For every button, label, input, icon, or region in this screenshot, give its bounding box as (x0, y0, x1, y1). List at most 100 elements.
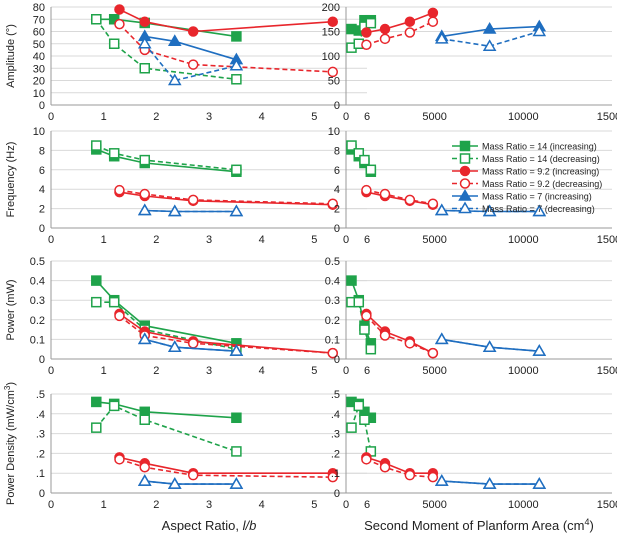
series-line (441, 209, 540, 213)
x-axis-label-left: Aspect Ratio, l/b (162, 518, 257, 533)
data-point-square (91, 422, 102, 433)
y-axis-label-suffix: ) (5, 382, 17, 386)
data-point-circle (459, 165, 471, 177)
series-line (350, 403, 372, 452)
y-axis-label-sup: 3 (3, 385, 12, 390)
y-tick-label: .1 (36, 468, 45, 480)
data-point-triangle (137, 203, 152, 216)
data-point-square (108, 148, 120, 159)
data-point-square (231, 31, 242, 42)
y-tick-label: 10 (328, 126, 340, 138)
data-point-triangle (137, 332, 152, 345)
series-line (366, 20, 434, 46)
y-tick-label: 0.2 (30, 315, 45, 327)
y-tick-label: 4 (39, 184, 45, 196)
data-point-triangle (458, 201, 472, 214)
series-line (119, 191, 333, 206)
series-line (366, 458, 433, 478)
data-point-triangle (482, 477, 497, 489)
x-tick-label: 10000 (508, 499, 539, 511)
series-line (144, 209, 237, 213)
data-point-square (108, 400, 120, 412)
series-line (118, 23, 333, 73)
data-point-square (139, 154, 150, 166)
y-tick-label: 100 (322, 51, 340, 63)
x-tick-label: 5000 (422, 234, 446, 246)
series-line (365, 315, 434, 354)
data-point-square (346, 140, 357, 151)
x-tick-label: 0 (48, 234, 54, 246)
data-point-square (91, 14, 102, 25)
x-tick-label: 5 (311, 234, 317, 246)
legend-entry: Mass Ratio = 9.2 (decreasing) (452, 178, 602, 189)
x-tick-label: 5 (311, 111, 317, 123)
data-point-circle (187, 59, 199, 70)
y-tick-label: 30 (33, 63, 45, 75)
data-point-circle (404, 194, 416, 206)
y-tick-label: .5 (331, 389, 340, 401)
data-point-square (139, 414, 150, 425)
y-tick-label: 60 (33, 27, 45, 39)
data-point-triangle (167, 204, 182, 217)
x-tick-label: 3 (206, 234, 212, 246)
data-point-square (353, 296, 365, 308)
x-tick-label: 1 (101, 365, 107, 377)
data-point-circle (327, 198, 339, 209)
series-line (144, 338, 237, 352)
x-tick-label: 0 (343, 234, 349, 246)
data-point-square (459, 153, 471, 164)
x-tick-label: 0 (343, 111, 349, 123)
y-tick-label: 10 (33, 126, 45, 138)
data-point-square (359, 154, 370, 166)
panel-left-frequency: 0 2 4 6 8 10 0 1 2 3 4 5 6 (33, 126, 370, 246)
data-point-square (353, 148, 365, 159)
x-tick-label: 5 (311, 499, 317, 511)
data-point-circle (139, 16, 150, 27)
data-point-square (91, 140, 102, 151)
y-tick-label: 0.1 (30, 334, 45, 346)
x-tick-label: 10000 (508, 111, 539, 123)
x-tick-label: 3 (206, 365, 212, 377)
x-tick-label: 4 (259, 111, 265, 123)
series-line (366, 456, 433, 475)
data-point-triangle (229, 344, 244, 356)
data-point-circle (404, 16, 416, 27)
data-point-circle (427, 16, 439, 27)
data-point-square (459, 140, 471, 152)
y-axis-label-text: Power Density (mW/cm (5, 390, 17, 505)
data-point-circle (139, 462, 150, 473)
y-tick-label: 0.4 (325, 276, 340, 288)
legend-label: Mass Ratio = 14 (decreasing) (482, 154, 600, 164)
data-point-triangle (434, 332, 449, 345)
data-point-circle (404, 469, 416, 481)
data-point-circle (379, 330, 391, 341)
x-tick-label: 0 (343, 499, 349, 511)
data-point-triangle (532, 344, 547, 356)
data-point-square (359, 324, 370, 335)
panel-left-density: 0 .1 .2 .3 .4 .5 0 1 2 3 4 5 6 (36, 389, 370, 511)
data-point-triangle (434, 31, 449, 44)
legend: Mass Ratio = 14 (increasing) Mass Ratio =… (452, 140, 602, 214)
data-point-triangle (167, 73, 182, 86)
data-point-circle (114, 4, 125, 15)
data-point-square (365, 17, 377, 29)
y-tick-label: .3 (331, 429, 340, 441)
data-point-square (231, 74, 242, 85)
legend-entry: Mass Ratio = 7 (increasing) (452, 189, 592, 202)
data-point-circle (427, 471, 439, 483)
data-point-square (231, 412, 242, 424)
data-point-circle (114, 18, 125, 30)
y-tick-label: 6 (39, 165, 45, 177)
x-tick-label: 5 (311, 365, 317, 377)
y-tick-label: .4 (36, 409, 45, 421)
y-tick-label: 50 (33, 39, 45, 51)
x-axis-label-right: Second Moment of Planform Area (cm4) (364, 517, 594, 533)
series-line (95, 144, 237, 171)
panel-left-power: 0 0.1 0.2 0.3 0.4 0.5 0 1 2 3 4 5 6 (30, 256, 370, 377)
x-tick-label: 2 (153, 234, 159, 246)
x-tick-label: 10000 (508, 365, 539, 377)
